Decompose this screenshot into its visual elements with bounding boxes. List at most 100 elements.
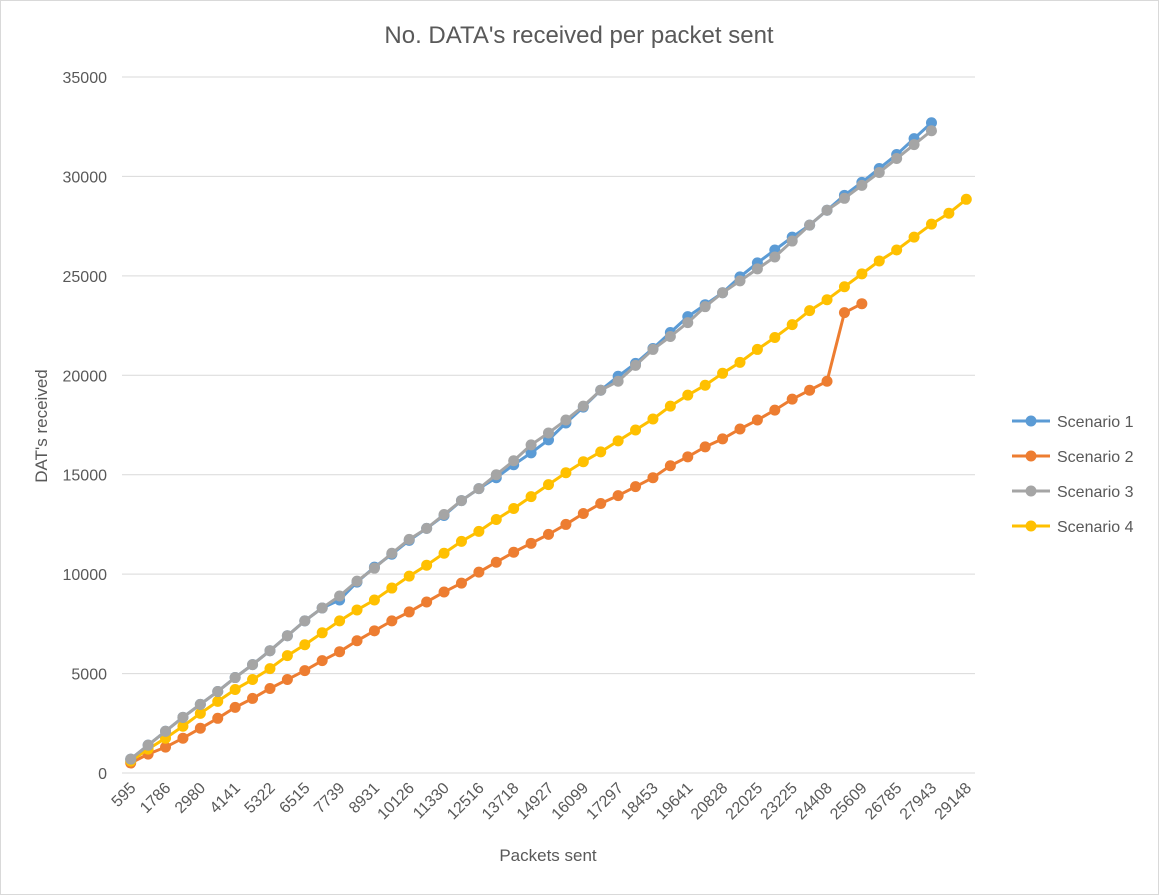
data-point [473, 525, 485, 537]
data-point [595, 384, 607, 396]
data-point [699, 301, 711, 313]
legend-swatch-marker [1025, 520, 1037, 532]
data-point [316, 602, 328, 614]
data-point [630, 424, 642, 436]
data-point [925, 218, 937, 230]
data-point [264, 682, 276, 694]
data-point [838, 192, 850, 204]
x-axis: 5951786298041415322651577398931101261133… [109, 780, 976, 824]
data-point [490, 469, 502, 481]
x-tick-label: 2980 [172, 780, 209, 817]
x-tick-label: 22025 [723, 780, 767, 824]
data-point [838, 307, 850, 319]
x-tick-label: 595 [109, 780, 140, 811]
data-point [473, 566, 485, 578]
legend-label: Scenario 3 [1057, 484, 1134, 501]
data-point [455, 535, 467, 547]
data-point [630, 481, 642, 493]
data-point [473, 483, 485, 495]
legend-swatch-marker [1025, 485, 1037, 497]
series-3 [125, 125, 937, 765]
data-point [368, 562, 380, 574]
data-point [316, 655, 328, 667]
data-point [229, 701, 241, 713]
data-point [508, 546, 520, 558]
x-tick-label: 11330 [410, 780, 453, 823]
data-point [577, 456, 589, 468]
data-point [368, 625, 380, 637]
data-point [943, 207, 955, 219]
data-point [525, 537, 537, 549]
data-point [751, 263, 763, 275]
data-point [891, 244, 903, 256]
x-tick-label: 18453 [618, 780, 662, 824]
data-point [264, 663, 276, 675]
data-point [925, 117, 937, 129]
x-axis-title: Packets sent [499, 846, 597, 865]
data-point [647, 472, 659, 484]
data-point [717, 433, 729, 445]
data-point [838, 281, 850, 293]
data-point [595, 446, 607, 458]
data-point [630, 359, 642, 371]
data-point [421, 522, 433, 534]
data-point [560, 467, 572, 479]
data-point [734, 275, 746, 287]
data-point [873, 166, 885, 178]
data-point [125, 753, 137, 765]
x-tick-label: 27943 [897, 780, 941, 824]
x-tick-label: 25609 [827, 780, 871, 824]
data-point [647, 343, 659, 355]
x-tick-label: 13718 [479, 780, 523, 824]
data-point [403, 533, 415, 545]
data-point [612, 435, 624, 447]
data-point [717, 287, 729, 299]
series-2 [125, 298, 868, 769]
data-point [334, 590, 346, 602]
data-point [351, 604, 363, 616]
legend: Scenario 1 Scenario 2 Scenario 3 Scenario 4 [1012, 414, 1134, 536]
data-point [194, 698, 206, 710]
data-point [804, 384, 816, 396]
data-point [925, 125, 937, 137]
data-point [734, 423, 746, 435]
x-tick-label: 17297 [583, 780, 627, 824]
data-point [351, 575, 363, 587]
data-point [299, 615, 311, 627]
x-tick-label: 12516 [444, 780, 488, 824]
data-point [960, 193, 972, 205]
x-tick-label: 24408 [792, 780, 836, 824]
data-point [769, 251, 781, 263]
data-point [682, 317, 694, 329]
y-tick-label: 35000 [63, 70, 108, 87]
data-point [682, 389, 694, 401]
data-point [682, 451, 694, 463]
x-tick-label: 7739 [311, 780, 348, 817]
data-point [543, 479, 554, 491]
data-point [525, 447, 537, 459]
data-point [804, 219, 816, 231]
data-point [786, 319, 798, 331]
data-point [699, 441, 711, 453]
x-tick-label: 16099 [549, 780, 593, 824]
y-tick-label: 10000 [63, 567, 108, 584]
data-point [856, 179, 868, 191]
x-tick-label: 20828 [688, 780, 732, 824]
data-point [647, 413, 659, 425]
series-layer [125, 117, 972, 769]
x-tick-label: 1786 [137, 780, 174, 817]
data-point [664, 400, 676, 412]
data-point [334, 615, 346, 627]
data-point [386, 615, 398, 627]
data-point [717, 367, 729, 379]
data-point [421, 559, 433, 571]
data-point [664, 331, 676, 343]
data-point [577, 400, 589, 412]
data-point [247, 692, 259, 704]
data-point [386, 582, 398, 594]
data-point [751, 343, 763, 355]
data-point [699, 379, 711, 391]
data-point [351, 635, 363, 647]
data-point [438, 586, 450, 598]
